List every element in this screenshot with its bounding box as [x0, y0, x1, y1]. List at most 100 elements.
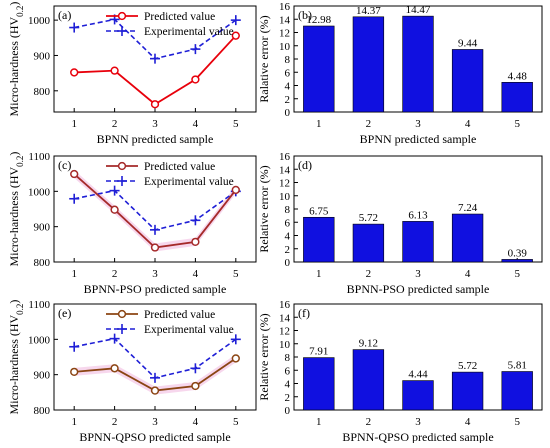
- experimental-point: [69, 22, 80, 33]
- predicted-point: [231, 185, 240, 195]
- y-tick-label: 16: [279, 151, 291, 163]
- bar: [501, 371, 533, 411]
- y-tick-label: 6: [285, 365, 291, 377]
- y-tick-label: 1000: [28, 15, 51, 27]
- y-tick-label: 12: [279, 326, 290, 338]
- y-tick-label: 4: [285, 81, 291, 93]
- bar-value-label: 4.44: [408, 369, 428, 381]
- x-tick-label: 2: [366, 268, 372, 280]
- x-tick-label: 3: [152, 118, 158, 130]
- predicted-point: [191, 237, 200, 247]
- y-axis-title: Micro-hardness (HV0.2): [7, 152, 25, 267]
- x-tick-label: 1: [71, 416, 77, 428]
- bar: [402, 380, 434, 411]
- y-tick-label: 14: [279, 164, 291, 176]
- panel-label: (a): [58, 8, 71, 22]
- legend-experimental-label: Experimental value: [144, 26, 234, 38]
- predicted-point: [70, 367, 79, 376]
- predicted-point: [70, 169, 79, 179]
- x-axis-title: BPNN-QPSO predicted sample: [342, 430, 493, 443]
- y-tick-label: 10: [279, 191, 291, 203]
- bar: [352, 223, 385, 263]
- y-axis-title-subscript: 0.2: [15, 6, 25, 17]
- bar-value-label: 7.24: [458, 202, 478, 214]
- bar: [501, 259, 533, 263]
- bar-value-label: 9.44: [458, 37, 478, 49]
- bar: [402, 15, 434, 113]
- y-tick-label: 1100: [28, 299, 50, 311]
- x-tick-label: 5: [514, 268, 520, 280]
- predicted-point: [110, 364, 119, 373]
- x-tick-label: 3: [152, 268, 158, 280]
- y-tick-label: 1000: [28, 186, 51, 198]
- legend: Predicted value Experimental value: [106, 11, 234, 38]
- predicted-point: [150, 100, 160, 109]
- bar-value-label: 5.72: [458, 360, 477, 372]
- y-tick-label: 2: [285, 392, 291, 404]
- legend-experimental-label: Experimental value: [144, 324, 234, 336]
- x-tick-label: 5: [233, 268, 239, 280]
- experimental-point: [150, 224, 160, 235]
- y-tick-label: 14: [279, 14, 291, 26]
- y-tick-label: 1000: [28, 334, 51, 346]
- bar-value-label: 7.91: [309, 346, 328, 358]
- panel-label: (c): [58, 158, 71, 172]
- legend-predicted-marker: [117, 309, 127, 319]
- legend: Predicted value Experimental value: [106, 161, 234, 188]
- x-tick-label: 2: [112, 118, 118, 130]
- x-tick-label: 3: [415, 268, 421, 280]
- x-tick-label: 4: [465, 268, 471, 280]
- x-tick-label: 4: [465, 416, 471, 428]
- y-tick-label: 900: [34, 370, 51, 382]
- bar: [352, 349, 385, 411]
- experimental-point: [230, 334, 241, 345]
- panel-label: (e): [58, 306, 71, 320]
- y-axis-title: Relative error (%): [257, 313, 271, 400]
- bar-value-label: 5.72: [359, 212, 378, 224]
- predicted-line: [74, 35, 237, 106]
- y-tick-label: 4: [285, 231, 291, 243]
- bar-value-label: 14.47: [406, 4, 431, 16]
- x-axis-title: BPNN predicted sample: [360, 132, 477, 146]
- predicted-point: [191, 75, 200, 84]
- y-tick-label: 900: [34, 222, 51, 234]
- legend-predicted-marker: [117, 11, 127, 21]
- y-tick-label: 8: [285, 54, 291, 66]
- x-tick-label: 4: [465, 118, 471, 130]
- y-axis-title-subscript: 0.2: [15, 304, 25, 315]
- experimental-point: [69, 341, 80, 352]
- bar-value-label: 6.75: [309, 205, 329, 217]
- predicted-point: [231, 354, 240, 363]
- x-tick-label: 2: [366, 118, 372, 130]
- y-tick-label: 12: [279, 28, 290, 40]
- x-tick-label: 1: [71, 118, 77, 130]
- x-axis-title: BPNN-PSO predicted sample: [347, 282, 490, 296]
- y-axis-title: Ralative error (%): [257, 15, 271, 102]
- x-tick-label: 5: [233, 118, 239, 130]
- y-tick-label: 4: [285, 379, 291, 391]
- panel-label: (f): [298, 306, 310, 320]
- experimental-point: [109, 185, 120, 196]
- experimental-point: [109, 333, 120, 344]
- x-axis-title: BPNN-QPSO predicted sample: [79, 430, 230, 443]
- bar: [402, 221, 434, 263]
- predicted-point: [150, 386, 160, 395]
- bar: [451, 371, 484, 411]
- y-tick-label: 8: [285, 204, 291, 216]
- legend-experimental-label: Experimental value: [144, 176, 234, 188]
- y-tick-label: 2: [285, 94, 291, 106]
- experimental-point: [190, 363, 201, 374]
- x-tick-label: 5: [514, 416, 520, 428]
- bar-value-label: 5.81: [508, 360, 527, 372]
- y-tick-label: 16: [279, 1, 291, 13]
- y-tick-label: 0: [285, 405, 291, 417]
- chart-panel-a: 800 900 1000 1 2 3 4 5 BPNN predicted sample Micr…: [7, 2, 257, 146]
- y-axis-title: Relative error (%): [257, 165, 271, 252]
- experimental-point: [190, 215, 201, 226]
- x-tick-label: 3: [415, 416, 421, 428]
- bar-value-label: 9.12: [359, 338, 378, 350]
